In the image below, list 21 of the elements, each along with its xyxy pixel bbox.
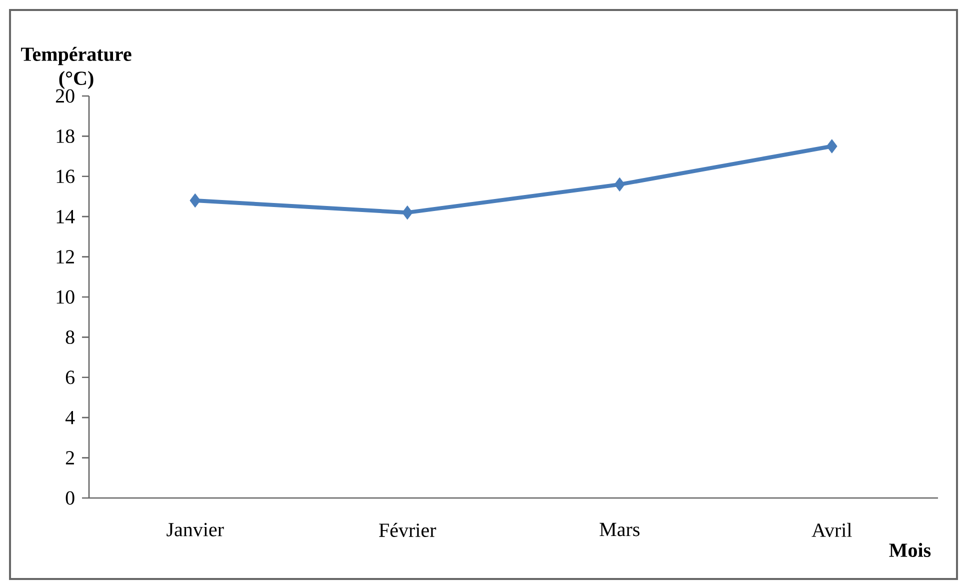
y-tick-label: 4 <box>65 411 75 424</box>
y-tick-label: 12 <box>56 250 74 264</box>
x-axis-title: Mois <box>889 542 931 557</box>
x-tick-label: Avril <box>812 522 852 537</box>
x-tick-label: Février <box>379 522 436 538</box>
y-tick-label: 10 <box>56 290 74 304</box>
y-tick-label: 0 <box>66 491 74 505</box>
y-tick-label: 6 <box>66 370 74 384</box>
y-tick-label: 2 <box>66 451 74 464</box>
y-tick-label: 8 <box>66 330 74 344</box>
y-axis-title: Température (°C) <box>21 46 132 90</box>
y-tick-label: 16 <box>56 170 74 184</box>
x-tick-label: Mars <box>600 522 640 536</box>
point <box>402 206 413 220</box>
point <box>190 194 200 208</box>
y-tick-label: 18 <box>56 129 74 143</box>
y-tick-label: 14 <box>56 210 75 224</box>
x-tick-label: Janvier <box>166 522 224 536</box>
point <box>614 177 625 192</box>
y-tick-label: 20 <box>56 89 74 103</box>
point <box>826 139 838 154</box>
